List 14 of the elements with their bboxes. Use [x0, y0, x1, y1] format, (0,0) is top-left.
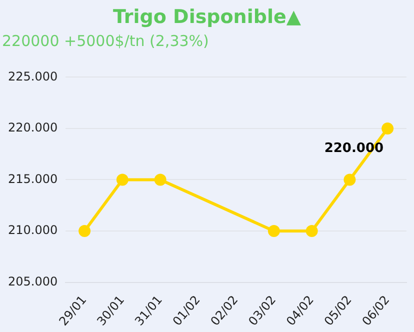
point [78, 224, 91, 237]
y-tick-label: 225.000 [8, 69, 58, 84]
y-tick-label: 215.000 [8, 172, 58, 186]
point [382, 122, 394, 134]
chart-title: Trigo Disponible▲ [112, 6, 302, 28]
chart-subtitle: 220000 +5000$/tn (2,33%) [2, 32, 209, 50]
point [268, 224, 280, 237]
point [116, 174, 128, 186]
y-tick-label: 220.000 [8, 120, 58, 135]
y-tick-label: 210.000 [8, 223, 58, 238]
point [306, 224, 318, 237]
point [344, 174, 356, 186]
point [154, 174, 166, 186]
y-tick-label: 205.000 [8, 274, 58, 288]
